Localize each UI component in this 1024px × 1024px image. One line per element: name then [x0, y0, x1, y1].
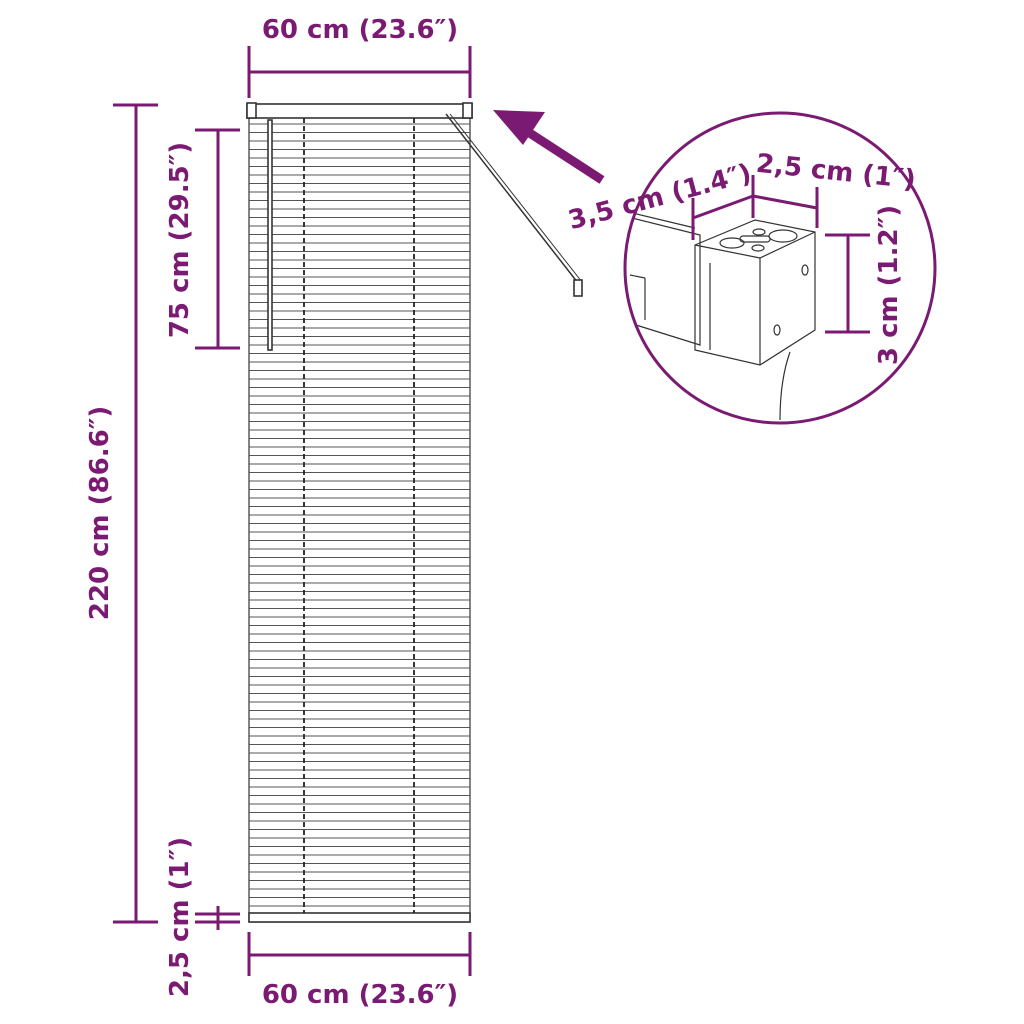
- pull-cord: [445, 113, 579, 284]
- wand-length-label: 75 cm (29.5″): [165, 142, 195, 338]
- wand-length-dimension: 75 cm (29.5″): [165, 128, 240, 350]
- headrail-end-left: [246, 102, 257, 119]
- detail-arrow-icon: [493, 110, 605, 184]
- top-width-label: 60 cm (23.6″): [262, 15, 458, 45]
- detail-width-label: 2,5 cm (1″): [755, 149, 917, 196]
- bottom-rail-label: 2,5 cm (1″): [165, 837, 195, 997]
- bottom-rail: [248, 912, 471, 923]
- bottom-width-dimension: 60 cm (23.6″): [247, 932, 472, 1010]
- headrail: [246, 103, 473, 119]
- tilt-wand: [267, 119, 273, 351]
- cord-tassel: [573, 279, 583, 297]
- blind-outline: [248, 104, 471, 923]
- total-height-label: 220 cm (86.6″): [85, 406, 115, 620]
- detail-height-label: 3 cm (1.2″): [874, 205, 904, 365]
- total-height-dimension: 220 cm (86.6″): [85, 103, 158, 924]
- slats: [249, 123, 470, 907]
- blind-drawing: [246, 102, 583, 923]
- headrail-detail-inset: 3,5 cm (1.4″) 2,5 cm (1″) 3 cm (1.2″): [565, 111, 937, 425]
- bottom-width-label: 60 cm (23.6″): [262, 980, 458, 1010]
- bottom-rail-dimension: 2,5 cm (1″): [165, 837, 240, 997]
- headrail-end-right: [462, 102, 473, 119]
- top-width-dimension: 60 cm (23.6″): [247, 15, 472, 98]
